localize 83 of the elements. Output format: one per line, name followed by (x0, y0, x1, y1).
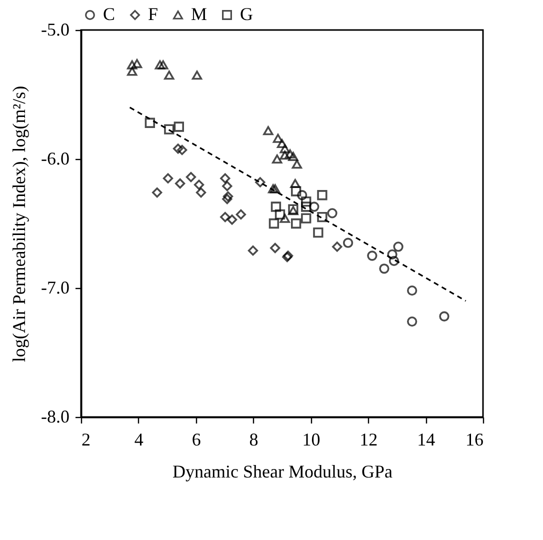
point (272, 154, 282, 164)
legend-label: G (240, 4, 253, 24)
point (309, 202, 320, 212)
point (439, 311, 450, 322)
point (220, 173, 230, 184)
y-tick-label: -6.0 (41, 148, 70, 168)
point (255, 177, 266, 188)
point (176, 144, 188, 156)
legend-label: F (148, 4, 158, 24)
point (406, 316, 418, 327)
point (388, 256, 400, 266)
y-tick-label: -5.0 (41, 20, 70, 40)
point (194, 180, 204, 190)
x-tick-label: 8 (249, 430, 258, 450)
point (132, 59, 142, 68)
x-tick-label: 12 (360, 430, 378, 450)
point (288, 152, 298, 161)
point (222, 191, 234, 202)
x-tick-label: 2 (82, 430, 90, 450)
point (317, 190, 328, 200)
x-tick-label: 10 (302, 430, 320, 450)
x-tick-label: 14 (417, 430, 436, 450)
point (154, 60, 166, 70)
y-axis-title: log(Air Permeability Index), log(m²/s) (9, 86, 30, 362)
point (152, 187, 162, 198)
point (297, 190, 308, 200)
point (222, 181, 232, 192)
point (379, 264, 390, 274)
point (272, 134, 284, 143)
point (290, 186, 302, 196)
point (164, 124, 174, 134)
point (327, 208, 338, 218)
point (313, 227, 324, 238)
point (144, 118, 155, 128)
point (226, 214, 238, 225)
point (268, 218, 280, 229)
point (192, 70, 202, 80)
point (174, 178, 186, 189)
point (222, 194, 232, 204)
point (127, 66, 138, 76)
point (406, 286, 418, 296)
point (164, 70, 174, 80)
point (284, 149, 296, 158)
point (172, 144, 184, 154)
point (342, 238, 354, 248)
point (332, 242, 342, 252)
point (270, 184, 280, 194)
point (292, 160, 302, 169)
point (387, 249, 398, 260)
point (290, 218, 302, 229)
point (268, 184, 278, 194)
point (301, 196, 312, 207)
x-tick-label: 16 (466, 430, 484, 450)
point (274, 209, 286, 220)
point (263, 126, 274, 136)
point (236, 209, 246, 220)
point (301, 202, 312, 212)
point (270, 242, 280, 254)
point (270, 202, 282, 212)
point (276, 138, 288, 148)
point (280, 150, 290, 160)
point (162, 173, 174, 184)
y-tick-label: -7.0 (41, 278, 70, 298)
point (158, 60, 168, 70)
point (220, 212, 230, 222)
legend-label: C (103, 4, 116, 24)
x-axis-title: Dynamic Shear Modulus, GPa (172, 462, 392, 482)
point (248, 246, 258, 256)
x-tick-label: 4 (134, 430, 144, 450)
point (367, 250, 378, 261)
point (290, 178, 300, 188)
y-tick-label: -8.0 (41, 406, 70, 426)
legend-label: M (191, 4, 208, 24)
point (301, 213, 312, 224)
point (196, 187, 206, 198)
point (280, 144, 290, 154)
point (317, 212, 328, 222)
point (280, 214, 290, 223)
point (127, 60, 138, 70)
point (174, 122, 184, 132)
point (393, 242, 404, 252)
x-tick-label: 6 (192, 430, 201, 450)
point (186, 172, 196, 182)
